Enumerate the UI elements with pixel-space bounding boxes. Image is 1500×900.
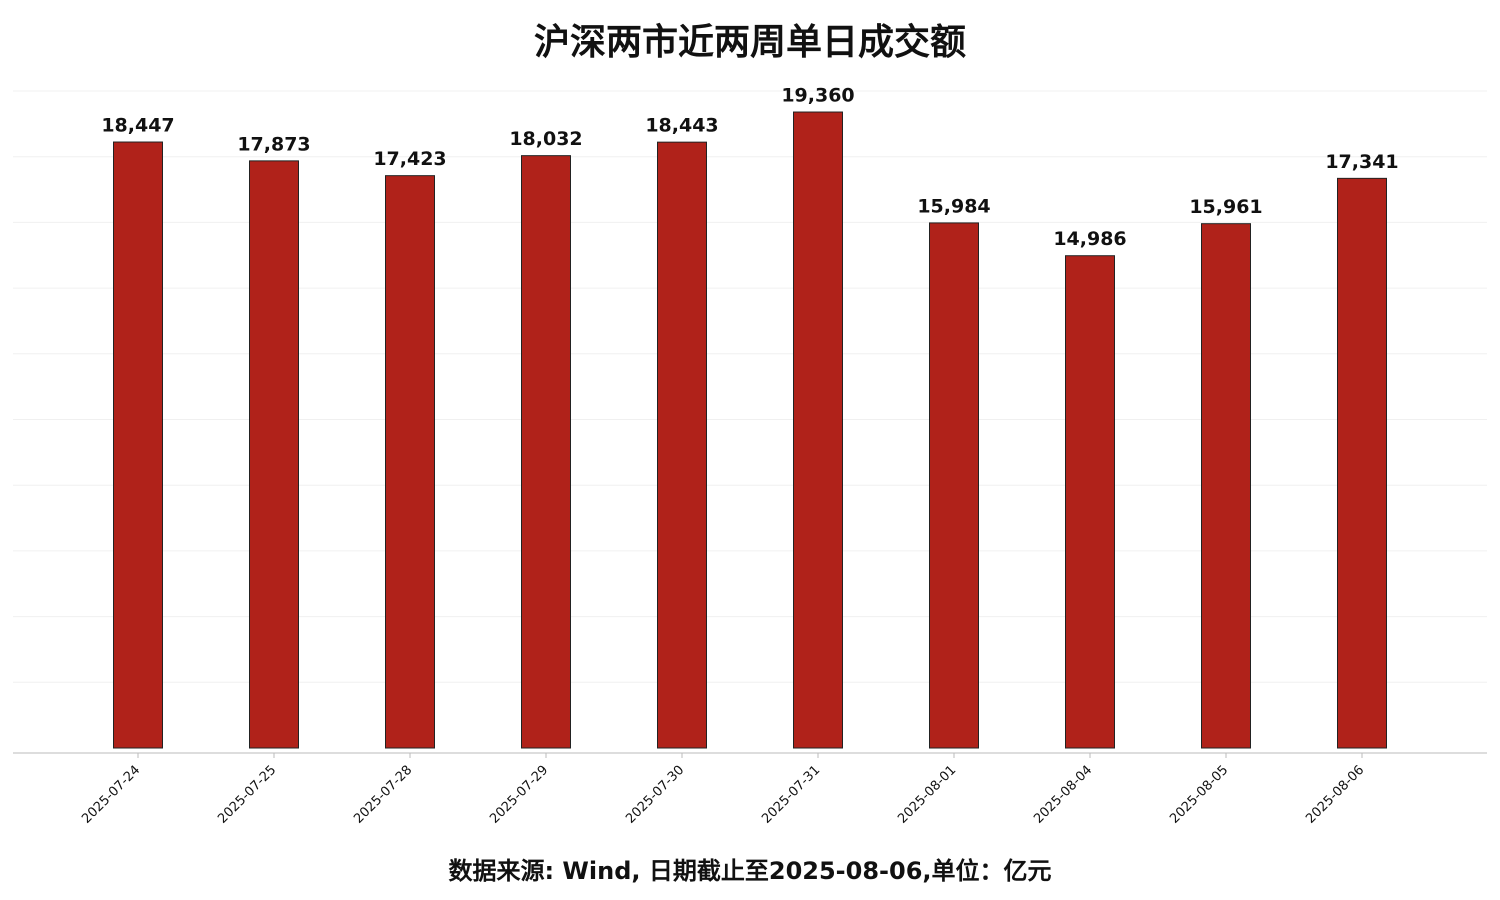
bar bbox=[929, 222, 979, 749]
value-label: 18,032 bbox=[509, 128, 582, 150]
x-tick-label: 2025-08-04 bbox=[1031, 763, 1095, 827]
value-label: 17,423 bbox=[373, 148, 446, 170]
caption: 数据来源: Wind, 日期截止至2025-08-06,单位：亿元 bbox=[448, 857, 1051, 885]
x-tick-label: 2025-07-25 bbox=[215, 763, 279, 827]
bar bbox=[113, 141, 163, 749]
value-label: 17,873 bbox=[237, 133, 310, 155]
bar bbox=[1065, 255, 1115, 749]
x-tick-label: 2025-07-30 bbox=[623, 763, 687, 827]
x-tick-label: 2025-07-31 bbox=[759, 763, 823, 827]
value-label: 15,961 bbox=[1189, 196, 1262, 218]
value-label: 19,360 bbox=[781, 85, 854, 107]
bar bbox=[1337, 177, 1387, 749]
x-tick-label: 2025-07-29 bbox=[487, 763, 551, 827]
bar bbox=[385, 175, 435, 749]
value-label: 15,984 bbox=[917, 195, 990, 217]
bar bbox=[657, 141, 707, 749]
x-tick-label: 2025-08-06 bbox=[1303, 763, 1367, 827]
bar bbox=[793, 111, 843, 749]
x-tick-label: 2025-07-28 bbox=[351, 763, 415, 827]
value-label: 18,447 bbox=[101, 115, 174, 137]
bar bbox=[521, 155, 571, 749]
bar bbox=[1201, 223, 1251, 749]
value-label: 17,341 bbox=[1325, 151, 1398, 173]
value-label: 14,986 bbox=[1053, 228, 1126, 250]
chart-title: 沪深两市近两周单日成交额 bbox=[534, 21, 966, 63]
bar bbox=[249, 160, 299, 749]
value-label: 18,443 bbox=[645, 115, 718, 137]
x-tick-label: 2025-08-05 bbox=[1167, 763, 1231, 827]
x-tick-label: 2025-07-24 bbox=[79, 763, 143, 827]
x-tick-label: 2025-08-01 bbox=[895, 763, 959, 827]
